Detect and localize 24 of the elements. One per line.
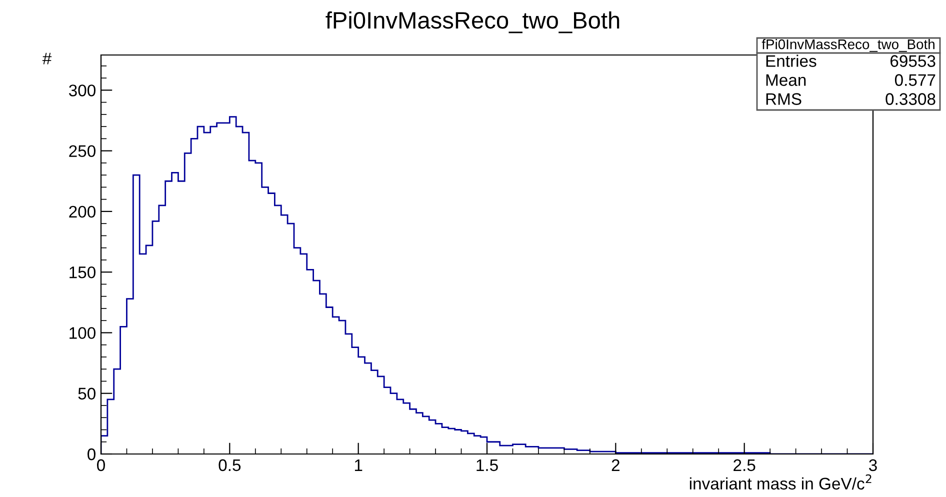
y-tick-label: 250 xyxy=(69,145,96,158)
y-tick-label: 0 xyxy=(88,448,96,460)
x-tick-label: 0 xyxy=(97,459,105,472)
text: 69553 xyxy=(890,55,936,67)
x-axis-title: invariant mass in GeV/c$^{2}$ xyxy=(690,474,872,490)
annotation: RMS xyxy=(766,93,802,105)
x-tick-label: 2 xyxy=(612,459,620,471)
text: 0.577 xyxy=(894,74,936,86)
annotation: Entries xyxy=(766,54,816,67)
text: 0.3308 xyxy=(886,93,936,105)
y-tick-label: 50 xyxy=(78,388,96,400)
x-tick-label: 0.5 xyxy=(218,459,241,472)
chart-title: fPi0InvMassReco_two_Both xyxy=(326,11,620,34)
y-tick-label: 150 xyxy=(70,266,96,278)
y-axis-title: # xyxy=(42,52,52,64)
x-tick-label: 2.5 xyxy=(734,459,756,472)
x-tick-label: 1.5 xyxy=(476,459,498,472)
annotation: Mean xyxy=(766,74,806,86)
y-tick-label: 100 xyxy=(70,327,96,339)
x-tick-label: 1 xyxy=(354,459,362,471)
text: fPi0InvMassReco_two_Both xyxy=(762,39,934,52)
y-tick-label: 300 xyxy=(68,84,96,96)
y-tick-label: 200 xyxy=(69,206,96,218)
x-tick-label: 3 xyxy=(869,459,877,472)
